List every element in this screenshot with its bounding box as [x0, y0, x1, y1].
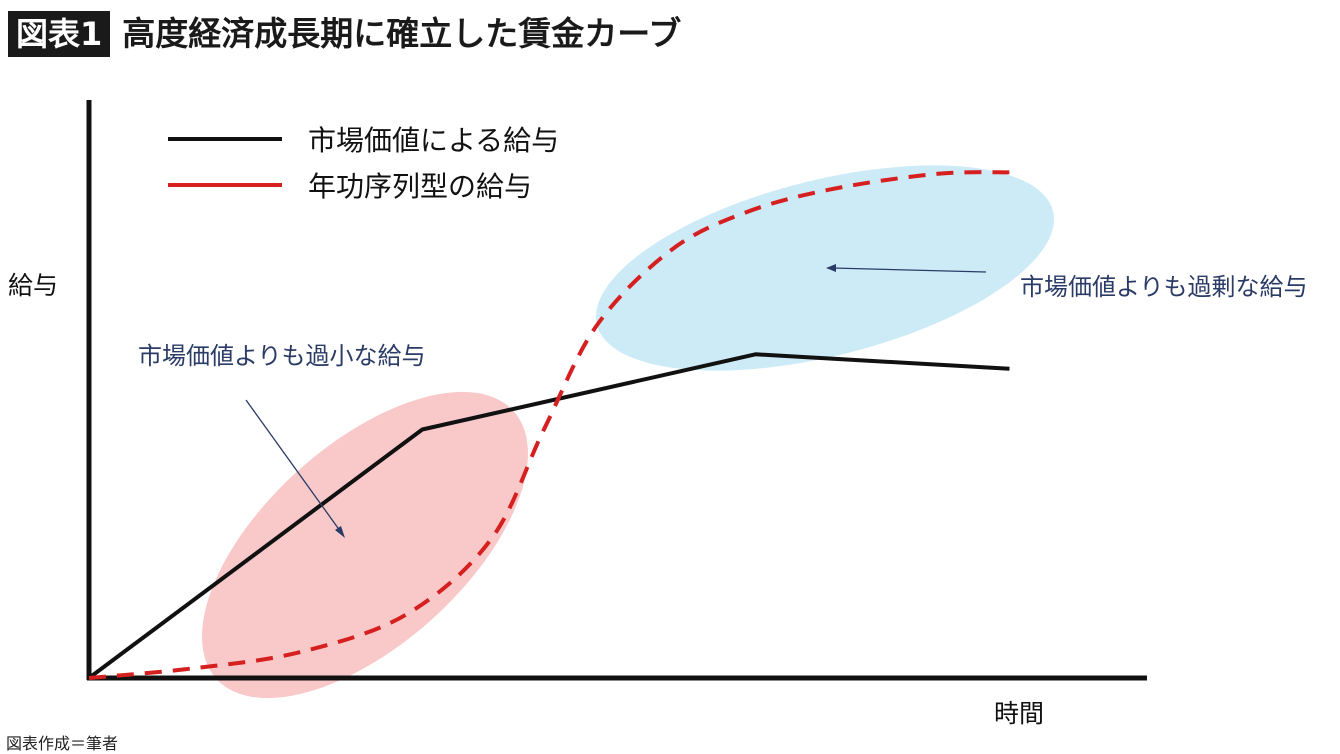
legend: 市場価値による給与 年功序列型の給与: [168, 124, 559, 203]
under-value-region: [202, 391, 528, 699]
annotation-arrowhead-under: [335, 526, 345, 538]
annotation-arrowhead-over: [826, 264, 836, 272]
legend-label-seniority: 年功序列型の給与: [308, 170, 532, 203]
annotation-under-value: 市場価値よりも過小な給与: [138, 342, 426, 370]
annotation-arrow-over: [831, 267, 987, 273]
series-line-market-value: [87, 352, 1010, 680]
figure-badge: 図表1: [8, 11, 111, 57]
y-axis-label: 給与: [8, 271, 58, 300]
chart-title: 高度経済成長期に確立した賃金カーブ: [122, 14, 682, 53]
x-axis-label: 時間: [994, 699, 1044, 728]
source-note: 図表作成＝筆者: [6, 734, 119, 753]
annotation-over-value: 市場価値よりも過剰な給与: [1020, 273, 1308, 301]
series-line-seniority: [88, 170, 1010, 680]
chart-header: 図表1 高度経済成長期に確立した賃金カーブ: [8, 6, 681, 62]
legend-label-market-value: 市場価値による給与: [308, 124, 559, 157]
over-value-region: [595, 165, 1055, 371]
annotation-arrow-under: [245, 399, 344, 536]
